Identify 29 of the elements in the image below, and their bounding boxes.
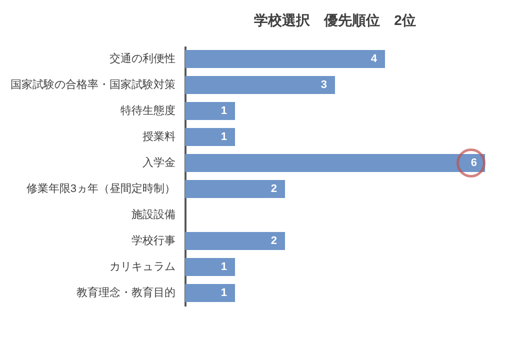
bar xyxy=(185,232,285,250)
y-tick-label: 施設設備 xyxy=(132,208,176,221)
y-tick-label: 学校行事 xyxy=(132,234,176,247)
data-label: 1 xyxy=(220,131,227,143)
data-label: 1 xyxy=(220,105,227,117)
bar xyxy=(185,76,335,94)
data-label: 1 xyxy=(220,261,227,273)
y-tick-label: 修業年限3ヵ年（昼間定時制） xyxy=(26,182,176,195)
data-label: 3 xyxy=(320,79,327,91)
y-tick-label: 特待生態度 xyxy=(120,104,176,117)
data-label: 2 xyxy=(270,235,277,247)
y-tick-label: 授業料 xyxy=(142,130,176,143)
y-tick-label: カリキュラム xyxy=(110,261,176,273)
bar xyxy=(185,284,235,302)
y-tick-label: 国家試験の合格率・国家試験対策 xyxy=(10,78,176,91)
data-label: 6 xyxy=(470,157,477,169)
bar xyxy=(185,258,235,276)
y-tick-label: 交通の利便性 xyxy=(110,52,176,65)
bar xyxy=(185,102,235,120)
data-label: 2 xyxy=(270,183,277,195)
chart-title: 学校選択 優先順位 2位 xyxy=(254,12,416,28)
bar xyxy=(185,128,235,146)
data-label: 4 xyxy=(370,53,378,65)
y-tick-label: 教育理念・教育目的 xyxy=(76,286,176,299)
y-tick-label: 入学金 xyxy=(142,156,176,169)
bar xyxy=(185,154,485,172)
bar xyxy=(185,180,285,198)
data-label: 1 xyxy=(220,287,227,299)
bar xyxy=(185,50,385,68)
